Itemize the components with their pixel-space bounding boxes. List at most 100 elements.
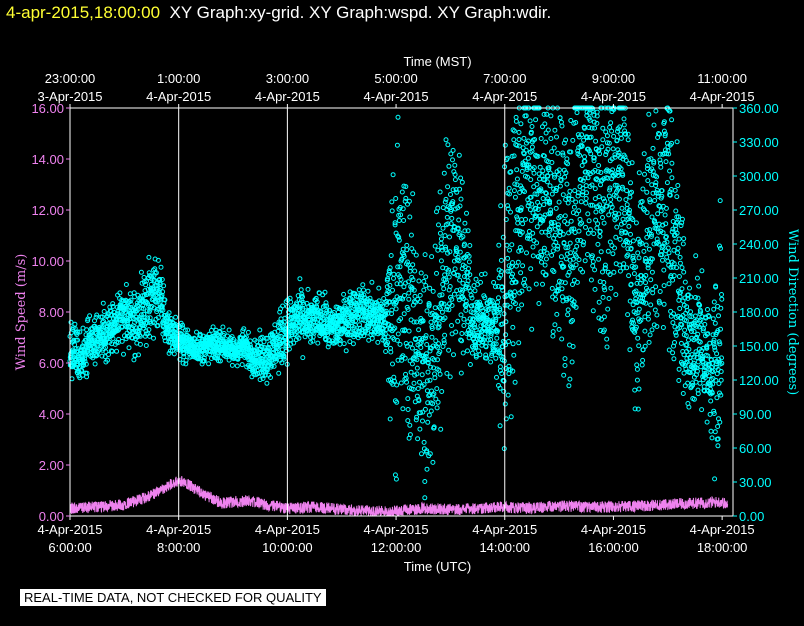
wind-direction-point	[123, 282, 129, 287]
wind-direction-point	[442, 315, 448, 321]
wind-direction-point	[555, 150, 561, 156]
wind-direction-point	[706, 314, 712, 319]
wind-direction-point	[493, 355, 499, 361]
wind-direction-point	[606, 140, 612, 146]
wind-direction-point	[516, 340, 522, 346]
wind-direction-point	[257, 327, 263, 333]
wind-direction-point	[411, 249, 417, 255]
wind-direction-point	[194, 329, 199, 335]
wind-direction-point	[653, 180, 659, 186]
wind-direction-point	[657, 300, 662, 306]
right-tick-label: 60.00	[739, 441, 772, 456]
wind-direction-point	[509, 242, 515, 248]
wind-direction-point	[531, 238, 537, 244]
wind-direction-point	[315, 340, 321, 346]
wind-direction-point	[536, 301, 542, 306]
wind-direction-point	[167, 348, 173, 354]
wind-direction-point	[515, 228, 521, 234]
wind-direction-point	[408, 232, 414, 238]
wind-direction-point	[459, 179, 465, 185]
wind-direction-point	[408, 369, 414, 375]
wind-direction-point	[565, 312, 571, 318]
wind-direction-point	[420, 409, 426, 415]
wind-direction-point	[695, 295, 701, 301]
wind-direction-point	[556, 326, 562, 332]
wind-direction-point	[416, 327, 422, 333]
wind-direction-point	[453, 329, 459, 335]
right-tick-label: 330.00	[739, 135, 779, 150]
wind-direction-point	[560, 150, 566, 156]
wind-direction-point	[687, 285, 692, 291]
wind-direction-point	[75, 329, 81, 335]
wind-direction-point	[568, 250, 573, 256]
wind-direction-point	[455, 225, 461, 231]
wind-direction-point	[574, 279, 580, 285]
wind-direction-point	[518, 121, 524, 127]
wind-direction-point	[281, 353, 287, 359]
wind-direction-point	[454, 249, 460, 255]
wind-direction-point	[420, 318, 426, 324]
wind-direction-point	[633, 324, 639, 330]
wind-direction-point	[714, 371, 720, 377]
wind-direction-point	[562, 363, 568, 368]
wind-direction-point	[444, 279, 450, 285]
wind-direction-point	[673, 332, 679, 338]
wind-direction-point	[679, 265, 685, 271]
wind-direction-point	[669, 229, 675, 235]
wind-direction-point	[523, 216, 528, 222]
wind-direction-point	[482, 334, 488, 340]
wind-direction-point	[394, 382, 400, 388]
wind-direction-point	[383, 311, 389, 317]
wind-direction-point	[591, 158, 597, 164]
wind-direction-point	[531, 165, 537, 171]
wind-direction-point	[589, 125, 595, 131]
wind-direction-point	[619, 205, 625, 211]
wind-direction-point	[72, 321, 78, 327]
wind-direction-point	[424, 342, 430, 347]
wind-direction-point	[548, 136, 554, 141]
wind-direction-point	[492, 303, 497, 309]
wind-direction-point	[602, 265, 608, 271]
wind-direction-point	[101, 318, 107, 324]
wind-direction-point	[676, 274, 682, 279]
wind-direction-point	[541, 245, 547, 251]
wind-direction-point	[501, 388, 507, 394]
left-tick-label: 14.00	[31, 152, 64, 167]
wind-direction-point	[693, 253, 699, 259]
wind-direction-point	[426, 412, 432, 418]
wind-direction-point	[605, 248, 611, 254]
wind-direction-point	[458, 370, 464, 376]
wind-direction-point	[478, 302, 484, 308]
wind-direction-point	[600, 215, 605, 220]
wind-direction-point	[692, 313, 698, 319]
wind-direction-point	[580, 269, 586, 275]
wind-direction-point	[553, 205, 559, 211]
wind-direction-point	[215, 355, 221, 361]
wind-direction-point	[500, 234, 506, 240]
wind-direction-point	[520, 221, 526, 227]
wind-direction-point	[430, 343, 436, 349]
wind-direction-point	[647, 199, 653, 205]
wind-direction-point	[297, 276, 303, 282]
wind-direction-point	[413, 417, 419, 423]
wind-direction-point	[575, 190, 581, 196]
wind-direction-point	[320, 292, 326, 298]
wind-direction-point	[288, 299, 294, 305]
wind-direction-point	[592, 267, 598, 273]
right-tick-label: 120.00	[739, 373, 779, 388]
wind-direction-point	[471, 332, 477, 338]
wind-direction-point	[686, 346, 692, 352]
wind-direction-point	[468, 292, 474, 298]
wind-direction-point	[682, 295, 688, 301]
wind-direction-point	[652, 307, 658, 313]
wind-direction-point	[651, 159, 657, 164]
wind-direction-point	[652, 218, 658, 224]
wind-direction-point	[680, 391, 686, 396]
wind-direction-point	[385, 334, 391, 340]
wind-direction-point	[566, 269, 572, 275]
wind-direction-point	[505, 255, 511, 261]
wind-direction-point	[527, 118, 533, 124]
wind-direction-point	[570, 344, 576, 349]
wind-direction-point	[635, 335, 641, 341]
wind-direction-point	[462, 274, 467, 279]
